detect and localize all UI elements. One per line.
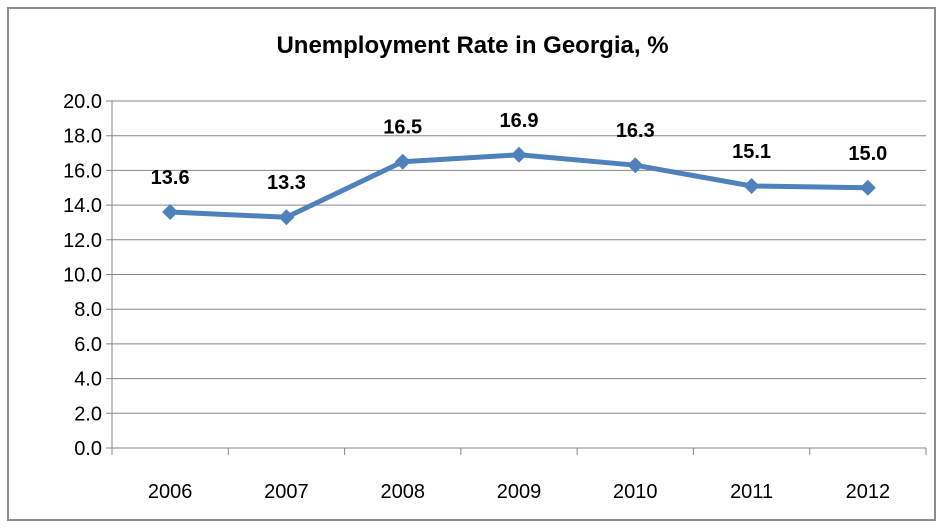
axes <box>111 101 927 455</box>
x-tick-label: 2007 <box>264 481 309 503</box>
y-tick-label: 12.0 <box>63 230 102 252</box>
y-tick-labels: 0.0 2.0 4.0 6.0 8.0 10.0 12.0 14.0 16.0 18.0 20.0 <box>63 91 102 460</box>
data-label: 13.6 <box>151 167 190 189</box>
y-tick-label: 10.0 <box>63 265 102 287</box>
chart-title: Unemployment Rate in Georgia, % <box>276 32 669 59</box>
y-tick-label: 14.0 <box>63 195 102 217</box>
data-point-marker <box>394 153 411 170</box>
x-tick-label: 2008 <box>380 481 425 503</box>
data-point-marker <box>511 146 527 163</box>
y-tick-label: 6.0 <box>74 334 102 356</box>
y-tick-label: 4.0 <box>74 369 102 391</box>
x-tick-label: 2012 <box>846 481 891 503</box>
x-tick-label: 2009 <box>497 481 542 503</box>
y-tick-label: 18.0 <box>63 126 102 148</box>
y-tick-label: 0.0 <box>74 438 102 460</box>
x-tick-label: 2006 <box>148 481 193 503</box>
data-label: 15.0 <box>848 143 887 165</box>
data-point-marker <box>278 209 295 226</box>
data-point-marker <box>743 178 760 195</box>
data-label: 15.1 <box>732 141 771 163</box>
data-point-marker <box>627 157 644 174</box>
series <box>162 146 876 226</box>
y-tick-label: 2.0 <box>74 403 102 425</box>
data-labels: 13.6 13.3 16.5 16.9 16.3 15.1 15.0 <box>151 110 888 194</box>
x-tick-label: 2010 <box>613 481 658 503</box>
data-label: 16.5 <box>383 117 422 139</box>
gridlines <box>106 100 926 449</box>
y-tick-label: 20.0 <box>63 91 102 113</box>
data-label: 16.9 <box>500 110 539 132</box>
data-label: 16.3 <box>616 120 655 142</box>
y-tick-label: 8.0 <box>74 299 102 321</box>
chart-frame <box>7 7 936 521</box>
x-tick-label: 2011 <box>730 481 773 503</box>
x-tick-labels: 2006 2007 2008 2009 2010 2011 2012 <box>148 481 890 503</box>
data-point-marker <box>162 204 179 221</box>
data-point-marker <box>859 179 876 196</box>
data-label: 13.3 <box>267 172 306 194</box>
y-tick-label: 16.0 <box>63 160 102 182</box>
